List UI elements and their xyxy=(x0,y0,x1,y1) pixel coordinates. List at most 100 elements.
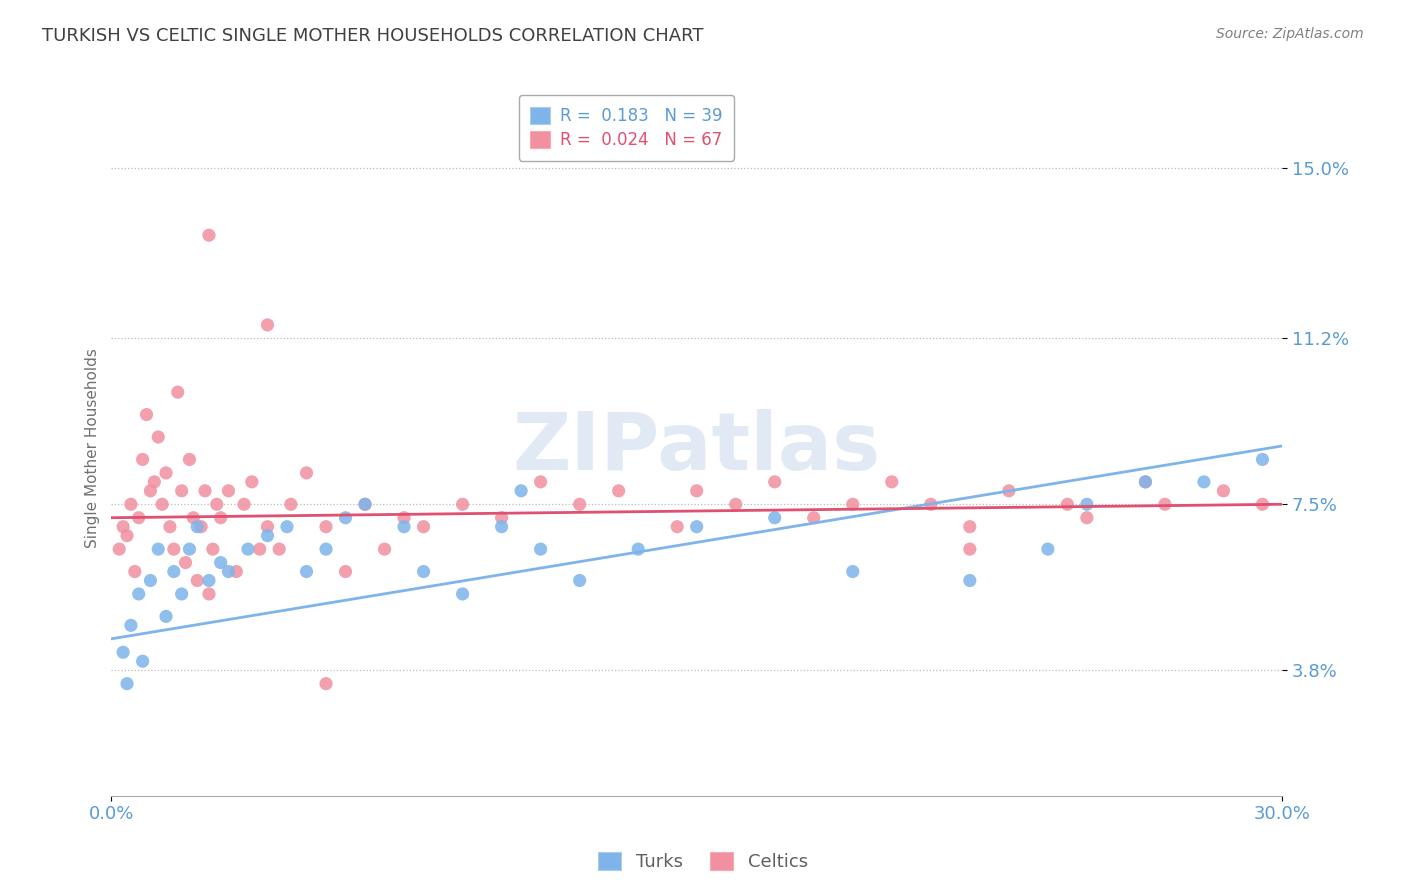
Point xyxy=(198,587,221,601)
Point xyxy=(451,497,474,511)
Point xyxy=(112,519,135,533)
Point xyxy=(183,510,205,524)
Text: Source: ZipAtlas.com: Source: ZipAtlas.com xyxy=(1216,27,1364,41)
Point xyxy=(666,519,689,533)
Point xyxy=(112,645,135,659)
Point xyxy=(763,510,786,524)
Point xyxy=(128,510,150,524)
Text: ZIPatlas: ZIPatlas xyxy=(513,409,880,487)
Point xyxy=(131,654,153,668)
Point xyxy=(155,466,177,480)
Point xyxy=(198,228,221,243)
Point xyxy=(139,574,162,588)
Point xyxy=(249,542,271,557)
Point xyxy=(374,542,396,557)
Point xyxy=(315,519,337,533)
Point xyxy=(335,510,357,524)
Point xyxy=(842,497,865,511)
Point xyxy=(159,519,181,533)
Point xyxy=(120,497,142,511)
Point xyxy=(530,542,553,557)
Point xyxy=(163,542,186,557)
Point xyxy=(451,587,474,601)
Point xyxy=(128,587,150,601)
Point xyxy=(198,574,221,588)
Point xyxy=(115,529,138,543)
Point xyxy=(959,574,981,588)
Point xyxy=(412,519,434,533)
Point xyxy=(150,497,173,511)
Point xyxy=(1076,510,1098,524)
Point xyxy=(256,318,278,332)
Point xyxy=(179,452,201,467)
Point xyxy=(120,618,142,632)
Point xyxy=(354,497,377,511)
Point xyxy=(295,466,318,480)
Point xyxy=(186,574,208,588)
Point xyxy=(1135,475,1157,489)
Point xyxy=(194,483,217,498)
Point xyxy=(209,556,232,570)
Point xyxy=(217,565,239,579)
Point xyxy=(1251,497,1274,511)
Point xyxy=(124,565,146,579)
Point xyxy=(115,676,138,690)
Point xyxy=(392,519,415,533)
Point xyxy=(1192,475,1215,489)
Point xyxy=(803,510,825,524)
Point xyxy=(174,556,197,570)
Point xyxy=(568,497,591,511)
Point xyxy=(1036,542,1059,557)
Point xyxy=(920,497,942,511)
Point xyxy=(392,510,415,524)
Point xyxy=(170,587,193,601)
Point xyxy=(217,483,239,498)
Y-axis label: Single Mother Households: Single Mother Households xyxy=(86,348,100,549)
Point xyxy=(135,408,157,422)
Point xyxy=(724,497,747,511)
Legend: Turks, Celtics: Turks, Celtics xyxy=(591,845,815,879)
Point xyxy=(166,385,188,400)
Point xyxy=(412,565,434,579)
Point xyxy=(1154,497,1177,511)
Point xyxy=(148,430,170,444)
Point xyxy=(233,497,256,511)
Point xyxy=(139,483,162,498)
Point xyxy=(880,475,903,489)
Text: TURKISH VS CELTIC SINGLE MOTHER HOUSEHOLDS CORRELATION CHART: TURKISH VS CELTIC SINGLE MOTHER HOUSEHOL… xyxy=(42,27,703,45)
Point xyxy=(163,565,186,579)
Point xyxy=(148,542,170,557)
Point xyxy=(510,483,533,498)
Point xyxy=(491,519,513,533)
Point xyxy=(201,542,224,557)
Point xyxy=(236,542,259,557)
Point xyxy=(568,574,591,588)
Legend: R =  0.183   N = 39, R =  0.024   N = 67: R = 0.183 N = 39, R = 0.024 N = 67 xyxy=(519,95,734,161)
Point xyxy=(686,483,709,498)
Point xyxy=(315,676,337,690)
Point xyxy=(627,542,650,557)
Point xyxy=(491,510,513,524)
Point xyxy=(1212,483,1234,498)
Point xyxy=(170,483,193,498)
Point xyxy=(998,483,1021,498)
Point xyxy=(179,542,201,557)
Point xyxy=(225,565,247,579)
Point xyxy=(276,519,298,533)
Point xyxy=(335,565,357,579)
Point xyxy=(295,565,318,579)
Point xyxy=(240,475,263,489)
Point xyxy=(1251,452,1274,467)
Point xyxy=(1076,497,1098,511)
Point xyxy=(186,519,208,533)
Point xyxy=(607,483,630,498)
Point xyxy=(763,475,786,489)
Point xyxy=(959,542,981,557)
Point xyxy=(209,510,232,524)
Point xyxy=(959,519,981,533)
Point xyxy=(108,542,131,557)
Point xyxy=(256,519,278,533)
Point xyxy=(1135,475,1157,489)
Point xyxy=(131,452,153,467)
Point xyxy=(1056,497,1078,511)
